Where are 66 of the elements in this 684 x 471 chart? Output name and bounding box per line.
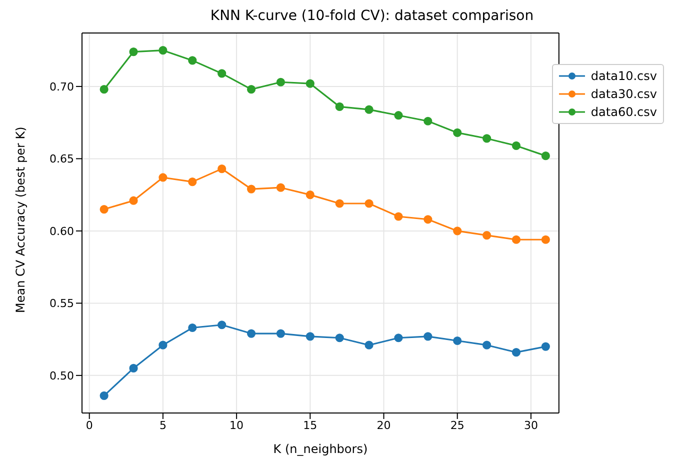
- point: [364, 105, 374, 114]
- point: [512, 348, 521, 357]
- point: [512, 235, 521, 244]
- x-tick-label: 10: [230, 418, 244, 432]
- point: [541, 235, 550, 244]
- legend-label: data10.csv: [590, 68, 657, 85]
- point: [276, 329, 286, 338]
- point: [482, 340, 492, 350]
- chart-title: KNN K-curve (10-fold CV): dataset comparison: [209, 8, 535, 26]
- point: [276, 183, 286, 192]
- x-tick-label: 20: [376, 418, 391, 432]
- point: [394, 111, 403, 120]
- point: [129, 364, 138, 373]
- point: [218, 69, 226, 78]
- point: [158, 173, 168, 182]
- y-tick-label: 0.60: [50, 224, 74, 238]
- point: [218, 164, 226, 174]
- point: [246, 329, 256, 338]
- point: [246, 184, 256, 194]
- point: [100, 391, 108, 400]
- point: [129, 196, 138, 205]
- point: [335, 102, 344, 111]
- point: [218, 320, 226, 330]
- point: [482, 230, 492, 240]
- x-tick-label: 5: [159, 418, 166, 432]
- point: [541, 152, 550, 160]
- point: [453, 226, 462, 236]
- point: [512, 141, 521, 150]
- point: [453, 128, 462, 137]
- y-tick-label: 0.55: [50, 297, 74, 310]
- point: [246, 85, 256, 94]
- point: [306, 79, 314, 88]
- point: [188, 178, 197, 186]
- x-tick-label: 25: [450, 418, 464, 432]
- point: [394, 334, 403, 342]
- y-axis-title: Mean CV Accuracy (best per K): [13, 126, 28, 313]
- point: [188, 56, 197, 65]
- point: [188, 323, 197, 332]
- point: [453, 336, 462, 346]
- point: [129, 47, 138, 56]
- point: [158, 46, 168, 55]
- y-tick-label: 0.70: [50, 80, 74, 94]
- point: [100, 85, 108, 94]
- legend-label: data60.csv: [590, 104, 657, 121]
- point: [364, 340, 374, 350]
- point: [424, 332, 432, 341]
- point: [306, 190, 314, 200]
- x-tick-label: 30: [524, 418, 538, 432]
- point: [424, 116, 432, 126]
- point: [424, 215, 432, 224]
- x-tick-label: 15: [303, 418, 318, 432]
- point: [276, 78, 286, 86]
- point: [100, 204, 108, 214]
- y-tick-label: 0.65: [50, 152, 74, 166]
- y-tick-label: 0.50: [50, 369, 74, 382]
- point: [335, 199, 344, 208]
- point: [394, 212, 403, 221]
- x-axis-title: K (n_neighbors): [273, 442, 368, 456]
- point: [158, 340, 168, 350]
- legend-label: data30.csv: [590, 86, 657, 103]
- point: [541, 342, 550, 351]
- point: [482, 134, 492, 143]
- x-tick-label: 0: [86, 418, 93, 432]
- point: [335, 334, 344, 342]
- point: [306, 332, 314, 341]
- point: [364, 199, 374, 208]
